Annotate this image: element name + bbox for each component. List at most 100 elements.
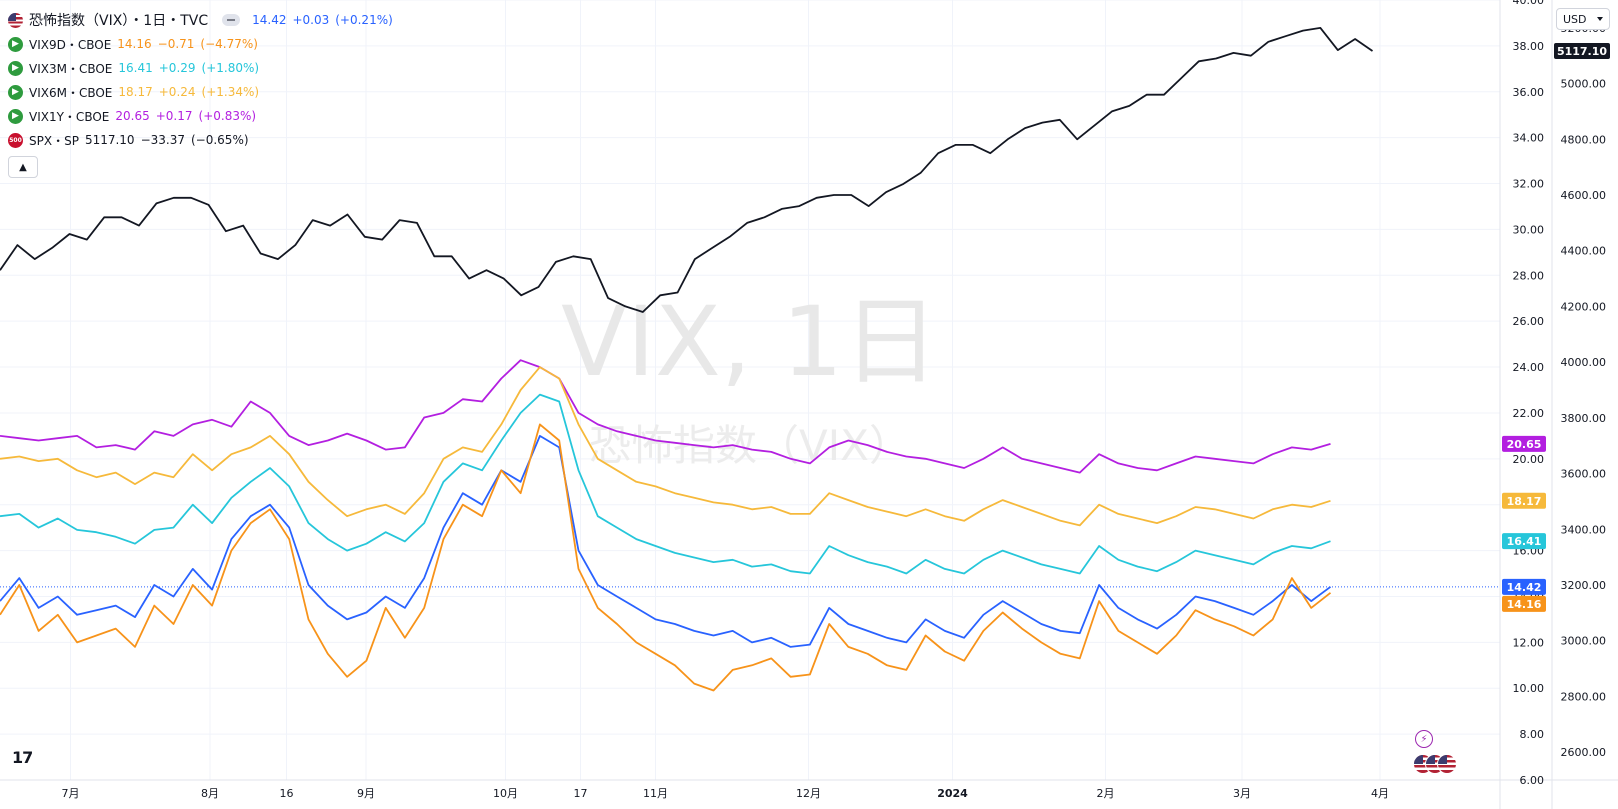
y-right-tick-label: 2800.00 bbox=[1561, 690, 1607, 703]
legend-last: 18.17 bbox=[118, 85, 153, 99]
legend-change: +0.29 bbox=[158, 61, 196, 75]
play-icon: ▶ bbox=[8, 108, 23, 124]
legend-pct: (−4.77%) bbox=[200, 37, 258, 51]
y-left-tick-label: 6.00 bbox=[1520, 774, 1545, 787]
series-line-vix9d[interactable] bbox=[0, 423, 1332, 692]
y-right-tick-label: 5000.00 bbox=[1561, 78, 1607, 91]
legend-last: 14.16 bbox=[117, 37, 152, 51]
main-change: +0.03 bbox=[292, 13, 330, 27]
series-line-vix[interactable] bbox=[0, 434, 1332, 648]
y-left-tick-label: 32.00 bbox=[1513, 178, 1545, 191]
main-change-pct: (+0.21%) bbox=[335, 13, 393, 27]
legend-last: 5117.10 bbox=[84, 133, 135, 147]
price-label-text: 5117.10 bbox=[1557, 45, 1607, 58]
legend-row-4[interactable]: 500 SPX・SP 5117.10 −33.37 (−0.65%) bbox=[8, 128, 393, 152]
price-label-text: 14.16 bbox=[1507, 598, 1542, 611]
y-left-tick-label: 22.00 bbox=[1513, 407, 1545, 420]
watermark-line2: 恐怖指数（VIX） bbox=[589, 421, 911, 470]
legend-last: 16.41 bbox=[118, 61, 153, 75]
x-tick-label: 2024 bbox=[937, 787, 968, 800]
y-right-tick-label: 4600.00 bbox=[1561, 189, 1607, 202]
y-left-tick-label: 40.00 bbox=[1513, 0, 1545, 7]
legend-collapse-button[interactable]: ▲ bbox=[8, 156, 38, 178]
x-tick-label: 10月 bbox=[493, 787, 518, 800]
collapse-toggle-icon[interactable] bbox=[222, 14, 241, 26]
tradingview-logo-icon[interactable]: 17 bbox=[12, 748, 33, 767]
y-right-tick-label: 4000.00 bbox=[1561, 356, 1607, 369]
series-line-vix1y[interactable] bbox=[0, 359, 1331, 474]
x-tick-label: 9月 bbox=[357, 787, 375, 800]
chart-legend: 恐怖指数（VIX）・1日・TVC 14.42 +0.03 (+0.21%) ▶ V… bbox=[8, 8, 393, 178]
y-left-tick-label: 28.00 bbox=[1513, 269, 1545, 282]
x-tick-label: 7月 bbox=[62, 787, 80, 800]
legend-change: −33.37 bbox=[140, 133, 185, 147]
region-flags-icon[interactable] bbox=[1413, 754, 1459, 774]
x-tick-label: 8月 bbox=[201, 787, 219, 800]
legend-symbol: VIX3M・CBOE bbox=[29, 61, 113, 76]
legend-pct: (+1.80%) bbox=[201, 61, 260, 75]
price-label-vix3m bbox=[1502, 533, 1546, 550]
series-line-vix3m[interactable] bbox=[0, 393, 1331, 575]
legend-pct: (+1.34%) bbox=[201, 85, 260, 99]
legend-pct: (−0.65%) bbox=[190, 133, 249, 147]
legend-symbol: VIX6M・CBOE bbox=[29, 85, 113, 100]
main-last-value: 14.42 bbox=[252, 13, 287, 27]
x-tick-label: 3月 bbox=[1233, 787, 1251, 800]
currency-selector[interactable]: USD bbox=[1556, 8, 1610, 30]
y-left-tick-label: 34.00 bbox=[1513, 132, 1545, 145]
y-right-tick-label: 3800.00 bbox=[1561, 412, 1607, 425]
y-left-tick-label: 20.00 bbox=[1513, 453, 1545, 466]
y-left-tick-label: 12.00 bbox=[1513, 636, 1545, 649]
play-icon: ▶ bbox=[8, 84, 23, 100]
x-tick-label: 17 bbox=[574, 787, 588, 800]
price-label-spx bbox=[1554, 42, 1610, 59]
x-tick-label: 4月 bbox=[1371, 787, 1389, 800]
y-left-tick-label: 26.00 bbox=[1513, 315, 1545, 328]
watermark-line1: VIX, 1日 bbox=[561, 286, 939, 398]
y-left-tick-label: 10.00 bbox=[1513, 682, 1545, 695]
legend-symbol: SPX・SP bbox=[29, 133, 79, 148]
legend-row-0[interactable]: ▶ VIX9D・CBOE 14.16 −0.71 (−4.77%) bbox=[8, 32, 393, 56]
price-label-vix bbox=[1502, 578, 1546, 595]
legend-pct: (+0.83%) bbox=[198, 109, 257, 123]
price-label-vix9d bbox=[1502, 595, 1546, 612]
price-label-text: 16.41 bbox=[1507, 535, 1542, 548]
x-tick-label: 2月 bbox=[1097, 787, 1115, 800]
legend-row-2[interactable]: ▶ VIX6M・CBOE 18.17 +0.24 (+1.34%) bbox=[8, 80, 393, 104]
us-flag-icon bbox=[8, 12, 23, 28]
legend-row-3[interactable]: ▶ VIX1Y・CBOE 20.65 +0.17 (+0.83%) bbox=[8, 104, 393, 128]
legend-last: 20.65 bbox=[115, 109, 150, 123]
price-label-text: 14.42 bbox=[1507, 581, 1542, 594]
x-tick-label: 12月 bbox=[796, 787, 821, 800]
y-right-tick-label: 3200.00 bbox=[1561, 579, 1607, 592]
legend-change: +0.24 bbox=[158, 85, 196, 99]
play-icon: ▶ bbox=[8, 36, 23, 52]
legend-main-row[interactable]: 恐怖指数（VIX）・1日・TVC 14.42 +0.03 (+0.21%) bbox=[8, 8, 393, 32]
legend-symbol: VIX9D・CBOE bbox=[29, 37, 112, 52]
series-line-vix6m[interactable] bbox=[0, 366, 1331, 527]
y-left-tick-label: 30.00 bbox=[1513, 223, 1545, 236]
y-right-tick-label: 4800.00 bbox=[1561, 133, 1607, 146]
x-tick-label: 16 bbox=[280, 787, 294, 800]
legend-row-1[interactable]: ▶ VIX3M・CBOE 16.41 +0.29 (+1.80%) bbox=[8, 56, 393, 80]
legend-change: +0.17 bbox=[155, 109, 193, 123]
price-label-text: 18.17 bbox=[1507, 495, 1542, 508]
y-right-tick-label: 4200.00 bbox=[1561, 300, 1607, 313]
main-symbol-title: 恐怖指数（VIX）・1日・TVC bbox=[29, 13, 209, 29]
y-right-tick-label: 3000.00 bbox=[1561, 635, 1607, 648]
price-label-text: 20.65 bbox=[1507, 438, 1542, 451]
price-label-vix6m bbox=[1502, 492, 1546, 509]
x-tick-label: 11月 bbox=[643, 787, 668, 800]
y-left-tick-label: 36.00 bbox=[1513, 86, 1545, 99]
price-label-vix1y bbox=[1502, 435, 1546, 452]
lightning-icon[interactable]: ⚡ bbox=[1415, 730, 1433, 748]
legend-change: −0.71 bbox=[157, 37, 195, 51]
chevron-up-icon: ▲ bbox=[19, 161, 27, 173]
y-right-tick-label: 4400.00 bbox=[1561, 245, 1607, 258]
y-left-tick-label: 38.00 bbox=[1513, 40, 1545, 53]
series-line-spx[interactable] bbox=[0, 26, 1374, 313]
y-right-tick-label: 3600.00 bbox=[1561, 468, 1607, 481]
sp500-icon: 500 bbox=[8, 132, 23, 148]
y-left-tick-label: 8.00 bbox=[1520, 728, 1545, 741]
legend-symbol: VIX1Y・CBOE bbox=[29, 109, 110, 124]
